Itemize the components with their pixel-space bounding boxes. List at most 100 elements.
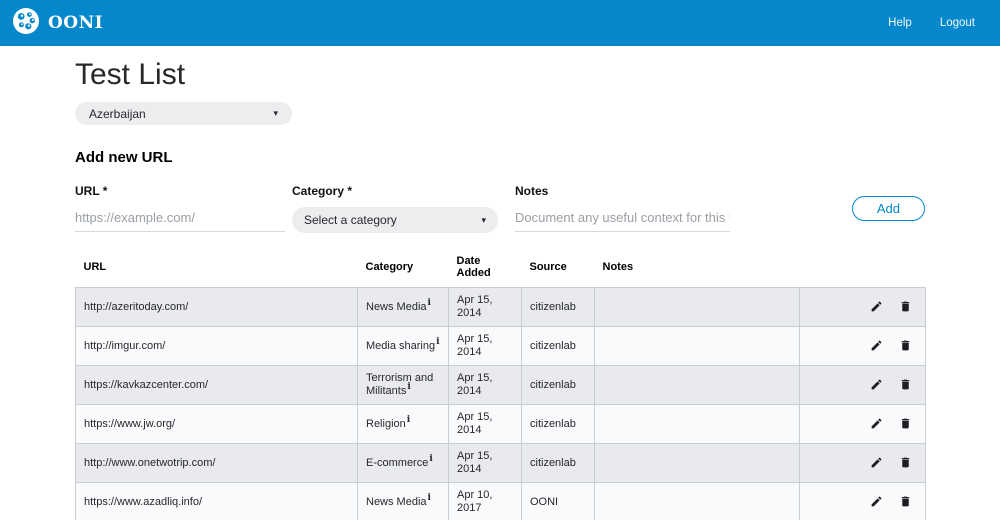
- add-button-wrap: Add: [851, 196, 925, 221]
- ooni-logo-icon: [12, 7, 40, 40]
- cell-notes: [594, 443, 800, 483]
- add-url-form: URL * Category * Select a category ▾ Not…: [75, 184, 925, 233]
- category-info-icon[interactable]: i: [436, 336, 440, 347]
- cell-date-added: Apr 15, 2014: [448, 443, 522, 483]
- notes-field-group: Notes: [515, 184, 730, 232]
- cell-actions: [799, 482, 926, 520]
- cell-date-added: Apr 15, 2014: [448, 326, 522, 366]
- notes-label: Notes: [515, 184, 549, 198]
- category-label: Category *: [292, 184, 353, 198]
- cell-category: Terrorism and Militantsi: [357, 365, 449, 405]
- header-url: URL: [83, 261, 107, 273]
- cell-actions: [799, 443, 926, 483]
- category-field-group: Category * Select a category ▾: [292, 184, 498, 233]
- category-text: Terrorism and Militants: [366, 372, 434, 397]
- category-info-icon[interactable]: i: [406, 414, 411, 425]
- cell-category: Religioni: [357, 404, 449, 444]
- table-row: https://www.jw.org/Religioni Apr 15, 2014…: [75, 404, 926, 444]
- cell-url: http://azeritoday.com/: [75, 287, 358, 327]
- cell-category: E-commercei: [357, 443, 449, 483]
- url-table: URL Category Date Added Source Notes htt…: [75, 251, 926, 520]
- url-field-group: URL *: [75, 184, 285, 232]
- cell-notes: [594, 404, 800, 444]
- top-navbar: OONI Help Logout: [0, 0, 1000, 46]
- cell-date-added: Apr 15, 2014: [448, 287, 522, 327]
- edit-pencil-icon[interactable]: [870, 456, 883, 469]
- cell-url: http://imgur.com/: [75, 326, 358, 366]
- cell-url: https://kavkazcenter.com/: [75, 365, 358, 405]
- table-row: https://www.azadliq.info/News Mediai Apr …: [75, 482, 926, 520]
- category-text: News Media: [366, 300, 427, 313]
- category-text: News Media: [366, 495, 427, 508]
- table-row: http://www.onetwotrip.com/E-commercei Apr…: [75, 443, 926, 483]
- help-link[interactable]: Help: [888, 17, 912, 29]
- delete-trash-icon[interactable]: [899, 417, 912, 430]
- table-row: http://azeritoday.com/News Mediai Apr 15,…: [75, 287, 926, 327]
- cell-notes: [594, 365, 800, 405]
- header-category: Category: [365, 261, 414, 273]
- cell-source: citizenlab: [521, 287, 595, 327]
- url-input[interactable]: [75, 206, 285, 232]
- cell-url: https://www.azadliq.info/: [75, 482, 358, 520]
- add-button[interactable]: Add: [851, 196, 925, 221]
- brand-name: OONI: [48, 13, 104, 33]
- edit-pencil-icon[interactable]: [870, 417, 883, 430]
- cell-source: citizenlab: [521, 326, 595, 366]
- cell-actions: [799, 365, 926, 405]
- category-info-icon[interactable]: i: [429, 453, 433, 464]
- delete-trash-icon[interactable]: [899, 339, 912, 352]
- category-select[interactable]: Select a category ▾: [292, 207, 498, 233]
- edit-pencil-icon[interactable]: [870, 300, 883, 313]
- chevron-down-icon: ▾: [273, 108, 278, 118]
- main-content: Test List Azerbaijan ▾ Add new URL URL *…: [75, 58, 926, 520]
- cell-category: News Mediai: [357, 287, 449, 327]
- category-info-icon[interactable]: i: [407, 382, 411, 393]
- cell-url: http://www.onetwotrip.com/: [75, 443, 358, 483]
- delete-trash-icon[interactable]: [899, 495, 912, 508]
- category-info-icon[interactable]: i: [427, 297, 431, 308]
- category-text: E-commerce: [366, 456, 429, 469]
- edit-pencil-icon[interactable]: [870, 495, 883, 508]
- header-notes: Notes: [602, 261, 634, 273]
- notes-input[interactable]: [515, 206, 730, 232]
- cell-date-added: Apr 15, 2014: [448, 404, 522, 444]
- edit-pencil-icon[interactable]: [870, 339, 883, 352]
- brand[interactable]: OONI: [12, 7, 103, 40]
- cell-date-added: Apr 15, 2014: [448, 365, 522, 405]
- category-text: Religion: [366, 417, 406, 430]
- category-info-icon[interactable]: i: [427, 492, 431, 503]
- table-header-row: URL Category Date Added Source Notes: [76, 251, 926, 288]
- table-row: http://imgur.com/Media sharingi Apr 15, 2…: [75, 326, 926, 366]
- chevron-down-icon: ▾: [481, 214, 486, 225]
- table-row: https://kavkazcenter.com/Terrorism and M…: [75, 365, 926, 405]
- cell-source: citizenlab: [521, 404, 595, 444]
- cell-source: OONI: [521, 482, 595, 520]
- edit-pencil-icon[interactable]: [870, 378, 883, 391]
- add-url-heading: Add new URL: [75, 149, 173, 166]
- cell-date-added: Apr 10, 2017: [448, 482, 522, 520]
- country-select-value: Azerbaijan: [89, 106, 146, 121]
- cell-notes: [594, 326, 800, 366]
- header-actions: [800, 251, 926, 288]
- category-select-value: Select a category: [304, 213, 397, 227]
- cell-source: citizenlab: [521, 365, 595, 405]
- cell-actions: [799, 404, 926, 444]
- cell-category: News Mediai: [357, 482, 449, 520]
- country-select[interactable]: Azerbaijan ▾: [75, 102, 292, 125]
- header-date-added: Date Added: [456, 255, 491, 279]
- category-text: Media sharing: [366, 339, 436, 352]
- cell-url: https://www.jw.org/: [75, 404, 358, 444]
- cell-notes: [594, 482, 800, 520]
- header-source: Source: [529, 261, 567, 273]
- cell-source: citizenlab: [521, 443, 595, 483]
- cell-notes: [594, 287, 800, 327]
- url-label: URL *: [75, 184, 108, 198]
- cell-actions: [799, 326, 926, 366]
- page-title: Test List: [75, 58, 186, 91]
- cell-actions: [799, 287, 926, 327]
- logout-link[interactable]: Logout: [939, 17, 975, 29]
- delete-trash-icon[interactable]: [899, 378, 912, 391]
- nav-links: Help Logout: [888, 17, 975, 29]
- delete-trash-icon[interactable]: [899, 456, 912, 469]
- delete-trash-icon[interactable]: [899, 300, 912, 313]
